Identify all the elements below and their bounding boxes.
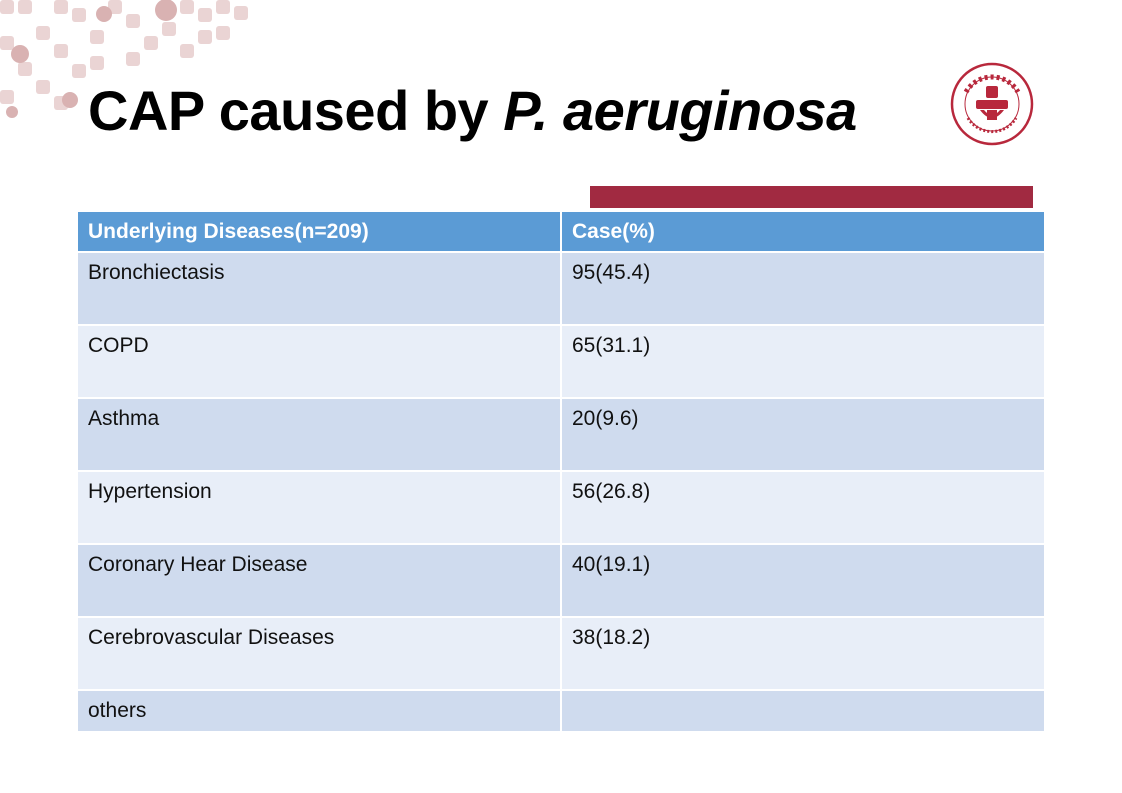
table-row: Hypertension 56(26.8) <box>78 471 1046 545</box>
accent-bar <box>590 186 1033 208</box>
disease-cell: COPD <box>78 325 562 399</box>
disease-cell: Asthma <box>78 398 562 472</box>
header-underlying-diseases: Underlying Diseases(n=209) <box>78 212 562 253</box>
disease-cell: others <box>78 690 562 733</box>
table-header-row: Underlying Diseases(n=209) Case(%) <box>78 212 1046 253</box>
case-cell: 65(31.1) <box>561 325 1046 399</box>
title-italic-text: P. aeruginosa <box>503 79 857 142</box>
table-row: COPD 65(31.1) <box>78 325 1046 399</box>
table-row: Coronary Hear Disease 40(19.1) <box>78 544 1046 618</box>
disease-cell: Coronary Hear Disease <box>78 544 562 618</box>
table-row: others <box>78 690 1046 733</box>
disease-cell: Bronchiectasis <box>78 252 562 326</box>
title-main-text: CAP caused by <box>88 79 504 142</box>
table-row: Bronchiectasis 95(45.4) <box>78 252 1046 326</box>
case-cell: 20(9.6) <box>561 398 1046 472</box>
hospital-logo-icon <box>950 62 1034 146</box>
case-cell <box>561 690 1046 733</box>
table-row: Asthma 20(9.6) <box>78 398 1046 472</box>
underlying-diseases-table: Underlying Diseases(n=209) Case(%) Bronc… <box>78 212 1046 733</box>
disease-cell: Cerebrovascular Diseases <box>78 617 562 691</box>
decorative-pattern <box>0 0 248 118</box>
table-row: Cerebrovascular Diseases 38(18.2) <box>78 617 1046 691</box>
page-title: CAP caused by P. aeruginosa <box>88 78 857 143</box>
case-cell: 95(45.4) <box>561 252 1046 326</box>
header-case-percent: Case(%) <box>561 212 1046 253</box>
case-cell: 38(18.2) <box>561 617 1046 691</box>
disease-cell: Hypertension <box>78 471 562 545</box>
case-cell: 40(19.1) <box>561 544 1046 618</box>
case-cell: 56(26.8) <box>561 471 1046 545</box>
